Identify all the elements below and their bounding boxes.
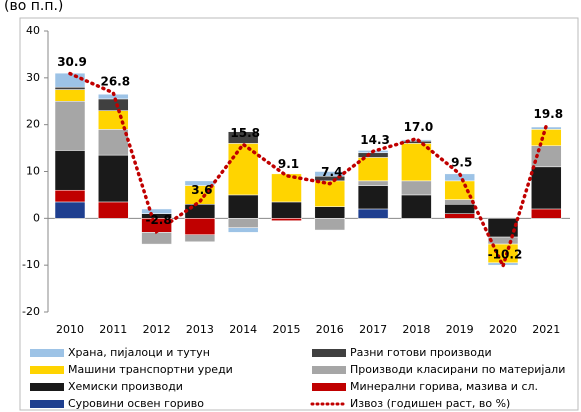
bar-segment <box>54 189 86 203</box>
bar-segment <box>54 86 86 90</box>
data-label: 30.9 <box>57 55 87 69</box>
bar-segment <box>401 194 432 219</box>
y-tick-label: 30 <box>26 71 40 84</box>
x-tick-label: 2017 <box>359 323 387 336</box>
data-label: 9.1 <box>278 157 299 171</box>
y-tick-label: -20 <box>22 305 40 318</box>
legend-label: Минерални горива, мазива и сл. <box>350 380 538 393</box>
data-label: 7.4 <box>321 165 342 179</box>
subtitle: (во п.п.) <box>4 0 63 14</box>
y-tick-label: -10 <box>22 258 40 271</box>
bar-segment <box>531 208 562 219</box>
legend-label: Храна, пијалоци и тутун <box>68 346 210 359</box>
bar-segment <box>271 173 302 203</box>
legend-swatch <box>30 366 64 374</box>
bar-segment <box>227 194 259 219</box>
data-label: 26.8 <box>100 74 130 88</box>
bar-segment <box>357 208 389 219</box>
bar-segment <box>357 157 389 182</box>
bar-segment <box>54 101 86 151</box>
legend-label: Извоз (годишен раст, во %) <box>350 397 510 410</box>
x-tick-label: 2016 <box>316 323 344 336</box>
data-label: -2.8 <box>145 213 171 227</box>
data-label: 3.6 <box>191 183 212 197</box>
bar-segment <box>271 218 302 221</box>
data-label: 14.3 <box>360 133 390 147</box>
bar-segment <box>54 201 86 219</box>
bar-segment <box>401 139 432 142</box>
x-tick-label: 2014 <box>229 323 257 336</box>
frame <box>19 17 579 411</box>
data-label: 19.8 <box>533 107 563 121</box>
bar-segment <box>98 154 129 203</box>
data-label: 17.0 <box>404 120 434 134</box>
legend-swatch <box>312 383 346 391</box>
line <box>68 71 549 271</box>
bar-segment <box>227 227 259 233</box>
data-label: 15.8 <box>230 126 260 140</box>
bar-segment <box>141 232 172 245</box>
bar-segment <box>314 218 346 231</box>
y-tick-label: 0 <box>33 211 40 224</box>
bar-segment <box>271 201 302 219</box>
legend-swatch <box>312 349 346 357</box>
bar-segment <box>227 143 259 196</box>
legend-label: Разни готови производи <box>350 346 492 359</box>
bar-segment <box>141 208 172 214</box>
bar-segment <box>487 218 519 238</box>
bar-segment <box>98 201 129 219</box>
data-label: -10.2 <box>488 248 523 262</box>
bar-segment <box>98 129 129 156</box>
bar-segment <box>54 89 86 102</box>
bar-segment <box>401 143 432 182</box>
y-tick-label: 10 <box>26 165 40 178</box>
x-tick-label: 2010 <box>56 323 84 336</box>
bar-segment <box>444 199 475 205</box>
legend-label: Машини транспортни уреди <box>68 363 233 376</box>
bar-segment <box>314 206 346 219</box>
legend-swatch <box>312 366 346 374</box>
bar-segment <box>227 131 259 144</box>
bar-segment <box>357 152 389 158</box>
bar-segment <box>531 129 562 146</box>
legend-swatch <box>30 400 64 408</box>
x-tick-label: 2015 <box>273 323 301 336</box>
bar-segment <box>444 213 475 219</box>
x-tick-label: 2020 <box>489 323 517 336</box>
bar-segment <box>184 204 216 219</box>
bar-segment <box>184 234 216 243</box>
bar-segment <box>227 218 259 228</box>
legend-label: Производи класирани по материјали <box>350 363 565 376</box>
bar-segment <box>531 166 562 210</box>
bar-segment <box>357 180 389 186</box>
x-tick-label: 2019 <box>446 323 474 336</box>
bar-segment <box>54 150 86 191</box>
legend-label: Суровини освен гориво <box>68 397 204 410</box>
data-label: 9.5 <box>451 155 472 169</box>
legend-swatch <box>30 383 64 391</box>
y-tick-label: 40 <box>26 24 40 37</box>
x-tick-label: 2013 <box>186 323 214 336</box>
x-tick-label: 2021 <box>532 323 560 336</box>
bar-segment <box>98 98 129 111</box>
x-tick-label: 2018 <box>402 323 430 336</box>
x-tick-label: 2012 <box>143 323 171 336</box>
legend-swatch <box>30 349 64 357</box>
x-tick-label: 2011 <box>99 323 127 336</box>
legend-label: Хемиски производи <box>68 380 183 393</box>
bar-segment <box>444 204 475 214</box>
bar-segment <box>357 185 389 210</box>
bar-segment <box>184 218 216 235</box>
bar-segment <box>401 180 432 196</box>
y-tick-label: 20 <box>26 118 40 131</box>
